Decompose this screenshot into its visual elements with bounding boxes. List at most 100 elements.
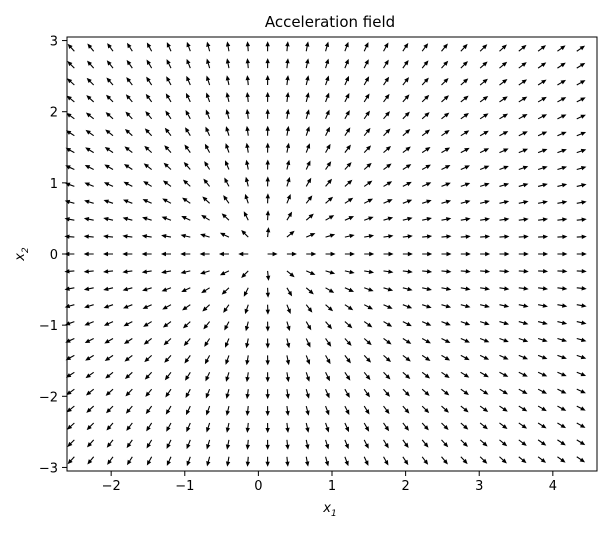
field-arrow xyxy=(162,321,172,328)
field-arrow xyxy=(324,58,330,69)
field-arrow xyxy=(165,388,172,398)
field-arrow xyxy=(557,269,568,274)
field-arrow xyxy=(383,199,393,204)
field-arrow xyxy=(499,79,508,86)
field-arrow xyxy=(421,338,431,344)
field-arrow xyxy=(479,439,488,447)
field-arrow xyxy=(344,405,350,416)
field-arrow xyxy=(537,165,548,171)
field-arrow xyxy=(265,422,270,433)
field-arrow xyxy=(344,287,355,292)
field-arrow xyxy=(305,321,312,331)
field-arrow xyxy=(518,456,527,464)
field-arrow xyxy=(165,110,172,120)
field-arrow xyxy=(344,197,354,204)
field-arrow xyxy=(537,183,548,188)
field-arrow xyxy=(84,182,94,187)
field-arrow xyxy=(122,234,133,239)
field-arrow xyxy=(422,269,433,274)
field-arrow xyxy=(286,194,291,204)
field-arrow xyxy=(460,269,471,274)
field-arrow xyxy=(460,112,469,120)
field-arrow xyxy=(344,304,354,311)
field-arrow xyxy=(143,338,152,345)
field-arrow xyxy=(402,164,412,170)
field-arrow xyxy=(499,234,510,239)
field-arrow xyxy=(285,439,290,450)
field-arrow xyxy=(499,148,509,154)
field-arrow xyxy=(164,127,172,137)
field-arrow xyxy=(141,269,152,274)
field-arrow xyxy=(537,456,547,463)
field-arrow xyxy=(85,354,94,361)
field-arrow xyxy=(224,321,230,331)
field-arrow xyxy=(421,354,431,361)
field-arrow xyxy=(518,113,528,120)
field-arrow xyxy=(421,164,431,170)
field-arrow xyxy=(265,227,271,238)
field-arrow xyxy=(537,337,548,343)
field-arrow xyxy=(441,388,450,396)
x-axis-label: x1 xyxy=(322,501,336,519)
field-arrow xyxy=(324,456,330,467)
field-arrow xyxy=(144,371,153,380)
field-arrow xyxy=(64,286,75,291)
y-tick-label: 2 xyxy=(50,106,58,121)
field-arrow xyxy=(205,92,211,103)
field-arrow xyxy=(499,422,508,429)
field-arrow xyxy=(106,405,114,414)
field-arrow xyxy=(479,96,489,103)
field-arrow xyxy=(518,200,529,205)
field-arrow xyxy=(383,287,394,292)
field-arrow xyxy=(325,372,330,382)
field-arrow xyxy=(402,371,411,379)
field-arrow xyxy=(219,270,230,276)
field-arrow xyxy=(557,456,566,463)
field-arrow xyxy=(402,42,409,52)
field-arrow xyxy=(122,286,133,292)
field-arrow xyxy=(325,215,335,221)
field-arrow xyxy=(200,233,210,238)
field-arrow xyxy=(245,439,251,450)
field-arrow xyxy=(402,422,410,431)
field-arrow xyxy=(537,354,548,360)
field-arrow xyxy=(199,251,210,257)
field-arrow xyxy=(205,109,211,120)
field-arrow xyxy=(538,200,548,205)
field-arrow xyxy=(557,320,568,325)
field-arrow xyxy=(243,211,249,221)
field-arrow xyxy=(225,389,230,399)
field-arrow xyxy=(305,456,310,467)
field-arrow xyxy=(87,60,95,69)
x-tick-label: 3 xyxy=(475,479,483,494)
field-arrow xyxy=(480,303,490,309)
field-arrow xyxy=(557,371,567,377)
field-arrow xyxy=(285,75,290,86)
field-arrow xyxy=(460,321,471,326)
quiver-arrows xyxy=(64,41,587,467)
field-arrow xyxy=(245,338,250,349)
field-arrow xyxy=(325,355,331,365)
field-arrow xyxy=(557,79,567,86)
field-arrow xyxy=(499,337,509,343)
field-arrow xyxy=(421,371,431,379)
field-arrow xyxy=(344,371,351,381)
field-arrow xyxy=(144,128,153,137)
field-arrow xyxy=(576,183,587,188)
field-arrow xyxy=(518,269,529,274)
field-arrow xyxy=(285,338,291,349)
field-arrow xyxy=(305,304,313,313)
field-arrow xyxy=(125,94,133,103)
field-arrow xyxy=(105,112,114,120)
field-arrow xyxy=(200,270,210,275)
field-arrow xyxy=(202,196,210,204)
field-arrow xyxy=(480,269,491,274)
field-arrow xyxy=(67,61,75,69)
field-arrow xyxy=(557,45,566,52)
field-arrow xyxy=(265,287,271,298)
field-arrow xyxy=(305,355,311,365)
field-arrow xyxy=(460,165,470,171)
field-arrow xyxy=(441,304,452,309)
field-arrow xyxy=(66,388,75,396)
field-arrow xyxy=(104,146,114,154)
